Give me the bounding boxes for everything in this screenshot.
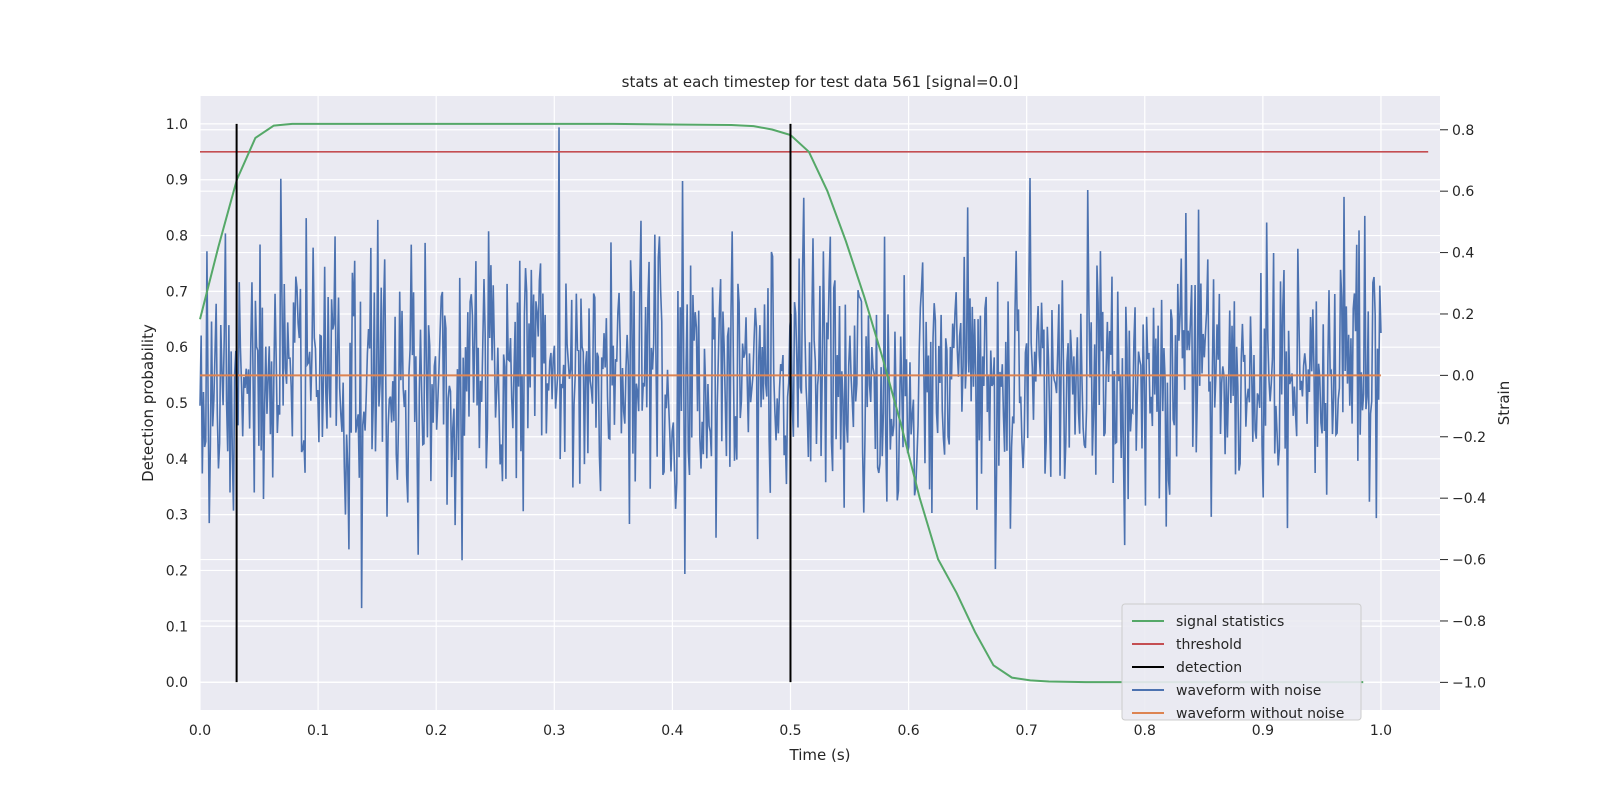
y-right-tick-labels: −1.0 −0.8 −0.6 −0.4 −0.2 0.0 0.2 0.4 0.6 0.8	[1440, 123, 1486, 691]
y-right-tick-label: 0.4	[1452, 246, 1474, 262]
y-left-tick-label: 0.8	[166, 229, 188, 245]
y-left-tick-label: 0.1	[166, 619, 188, 635]
y-left-tick-label: 0.3	[166, 508, 188, 524]
y-right-tick-label: −1.0	[1452, 675, 1486, 691]
x-tick-label: 0.5	[779, 723, 801, 739]
x-tick-label: 0.7	[1016, 723, 1038, 739]
y-left-tick-label: 0.5	[166, 396, 188, 412]
y-right-tick-label: −0.2	[1452, 430, 1486, 446]
legend-entry: threshold	[1176, 637, 1242, 653]
legend-entry: signal statistics	[1176, 614, 1284, 630]
y-right-tick-label: −0.6	[1452, 553, 1486, 569]
y-left-axis-label: Detection probability	[139, 324, 157, 482]
y-left-tick-label: 0.4	[166, 452, 188, 468]
legend-entry: waveform without noise	[1176, 706, 1344, 722]
y-right-tick-label: −0.4	[1452, 491, 1486, 507]
x-tick-label: 0.2	[425, 723, 447, 739]
x-tick-label: 0.6	[897, 723, 919, 739]
y-left-tick-label: 0.6	[166, 340, 188, 356]
x-axis-label: Time (s)	[789, 746, 851, 764]
y-left-tick-label: 0.2	[166, 563, 188, 579]
chart-title: stats at each timestep for test data 561…	[622, 73, 1019, 91]
y-right-axis-label: Strain	[1495, 381, 1513, 425]
y-left-tick-label: 0.9	[166, 173, 188, 189]
y-right-tick-label: 0.8	[1452, 123, 1474, 139]
y-right-tick-label: 0.2	[1452, 307, 1474, 323]
legend-entry: waveform with noise	[1176, 683, 1321, 699]
y-right-tick-label: −0.8	[1452, 614, 1486, 630]
y-left-tick-label: 1.0	[166, 117, 188, 133]
y-left-tick-label: 0.0	[166, 675, 188, 691]
series-layer	[199, 122, 1429, 684]
series-signal-statistics	[199, 122, 1364, 684]
x-tick-label: 0.9	[1252, 723, 1274, 739]
y-right-tick-label: 0.0	[1452, 368, 1474, 384]
y-left-tick-labels: 0.0 0.1 0.2 0.3 0.4 0.5 0.6 0.7 0.8 0.9 1.0	[166, 117, 188, 691]
x-tick-label: 1.0	[1370, 723, 1392, 739]
x-tick-label: 0.4	[661, 723, 683, 739]
x-tick-label: 0.3	[543, 723, 565, 739]
legend-entry: detection	[1176, 660, 1242, 676]
legend-box	[1121, 603, 1362, 721]
x-tick-labels: 0.0 0.1 0.2 0.3 0.4 0.5 0.6 0.7 0.8 0.9 1.0	[189, 723, 1392, 739]
x-tick-label: 0.8	[1134, 723, 1156, 739]
y-right-tick-label: 0.6	[1452, 184, 1474, 200]
x-tick-label: 0.1	[307, 723, 329, 739]
y-left-tick-label: 0.7	[166, 284, 188, 300]
x-tick-label: 0.0	[189, 723, 211, 739]
legend: signal statistics threshold detection wavef…	[1121, 603, 1362, 722]
